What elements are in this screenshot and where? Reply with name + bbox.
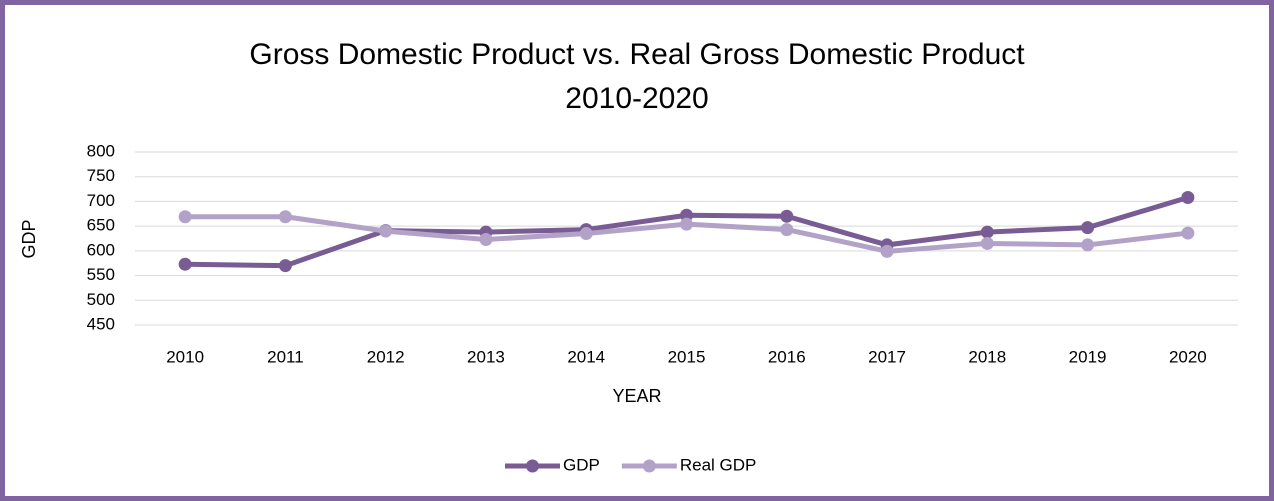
legend-label: Real GDP — [680, 455, 757, 474]
legend-marker — [642, 459, 656, 473]
data-point — [278, 210, 292, 224]
x-tick-label: 2017 — [868, 347, 906, 366]
data-point — [579, 227, 593, 241]
chart-title: Gross Domestic Product vs. Real Gross Do… — [249, 38, 1025, 71]
x-tick-label: 2020 — [1169, 347, 1207, 366]
y-tick-label: 650 — [87, 216, 115, 235]
x-axis-title: YEAR — [612, 386, 661, 406]
data-point — [178, 257, 192, 271]
data-point — [1181, 226, 1195, 240]
data-point — [680, 217, 693, 231]
data-point — [479, 232, 493, 246]
y-tick-label: 500 — [87, 290, 115, 309]
y-tick-label: 550 — [87, 265, 115, 284]
x-tick-label: 2011 — [267, 347, 304, 366]
x-tick-label: 2019 — [1069, 347, 1107, 366]
data-point — [880, 244, 894, 258]
data-point — [178, 210, 192, 224]
y-tick-label: 700 — [87, 191, 115, 210]
chart-subtitle: 2010-2020 — [565, 82, 708, 115]
x-tick-label: 2016 — [768, 347, 806, 366]
y-axis-title: GDP — [19, 219, 39, 258]
data-point — [780, 223, 794, 237]
data-point — [1081, 221, 1095, 235]
data-point — [780, 209, 794, 223]
y-tick-label: 750 — [87, 166, 115, 185]
legend-marker — [526, 459, 539, 473]
y-tick-label: 800 — [87, 141, 115, 160]
data-point — [1081, 238, 1095, 252]
x-tick-label: 2018 — [968, 347, 1006, 366]
data-point — [278, 259, 292, 273]
y-tick-label: 600 — [87, 240, 115, 259]
data-point — [379, 224, 393, 238]
data-point — [1181, 190, 1195, 204]
y-tick-label: 450 — [87, 314, 115, 333]
data-point — [680, 208, 693, 222]
data-point — [980, 225, 994, 239]
x-tick-label: 2010 — [166, 347, 204, 366]
x-tick-label: 2015 — [668, 347, 706, 366]
legend-label: GDP — [563, 455, 600, 474]
x-tick-label: 2012 — [367, 347, 405, 366]
x-tick-label: 2013 — [467, 347, 505, 366]
data-point — [980, 236, 994, 250]
x-tick-label: 2014 — [567, 347, 605, 366]
